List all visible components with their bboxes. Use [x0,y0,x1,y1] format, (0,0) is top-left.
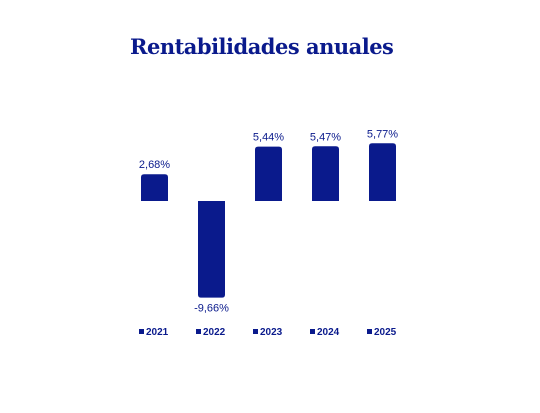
legend-swatch-2023 [253,329,258,334]
value-label-2025: 5,77% [367,128,398,140]
bars-group [141,143,396,298]
legend-label-2023: 2023 [260,327,283,338]
legend-swatch-2022 [196,329,201,334]
legend-swatch-2021 [139,329,144,334]
legend: 2021 2022 2023 2024 2025 [139,327,397,338]
value-label-2022: -9,66% [194,303,229,315]
value-label-2024: 5,47% [310,131,341,143]
bar-2025 [369,143,396,201]
chart-title: Rentabilidades anuales [130,34,394,59]
legend-swatch-2025 [367,329,372,334]
legend-label-2025: 2025 [374,327,397,338]
legend-label-2021: 2021 [146,327,169,338]
value-label-2021: 2,68% [139,159,170,171]
legend-item-2025: 2025 [367,327,397,338]
bar-2024 [312,146,339,201]
legend-label-2022: 2022 [203,327,226,338]
value-labels-group: 2,68% -9,66% 5,44% 5,47% 5,77% [139,128,398,314]
bar-2022 [198,201,225,298]
value-label-2023: 5,44% [253,132,284,144]
legend-item-2023: 2023 [253,327,283,338]
legend-label-2024: 2024 [317,327,340,338]
legend-item-2021: 2021 [139,327,169,338]
bar-2021 [141,174,168,201]
legend-swatch-2024 [310,329,315,334]
legend-item-2024: 2024 [310,327,340,338]
bar-2023 [255,146,282,201]
legend-item-2022: 2022 [196,327,226,338]
